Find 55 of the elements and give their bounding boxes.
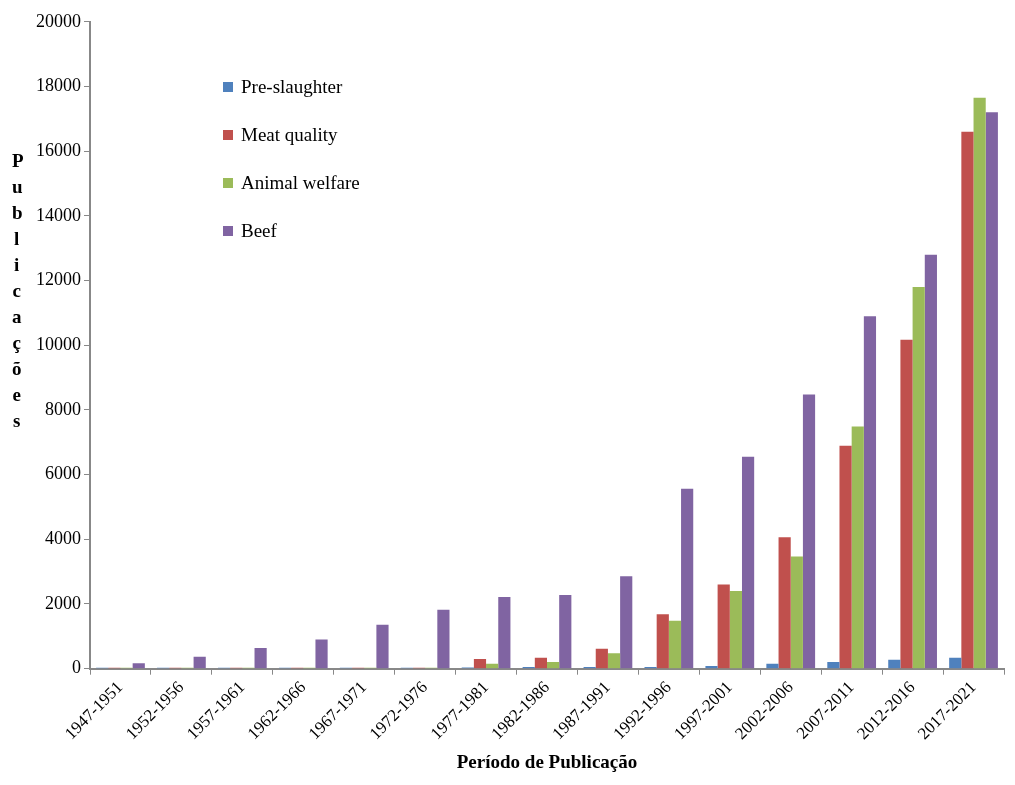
text: Publicações bbox=[12, 150, 24, 431]
bar bbox=[559, 594, 572, 669]
bar bbox=[547, 661, 560, 669]
bar bbox=[620, 576, 633, 669]
bar bbox=[802, 394, 816, 669]
bar bbox=[741, 456, 755, 669]
bar bbox=[437, 609, 450, 669]
bar bbox=[985, 112, 998, 669]
x-axis-title: Período de Publicação bbox=[456, 750, 638, 772]
y-tick-label: 20000 bbox=[36, 10, 81, 31]
bar bbox=[473, 658, 487, 669]
bar bbox=[729, 591, 742, 669]
bar bbox=[973, 97, 986, 669]
bar bbox=[888, 659, 901, 669]
bar bbox=[839, 445, 852, 669]
bar bbox=[961, 131, 974, 669]
bar bbox=[766, 663, 779, 669]
bar bbox=[534, 657, 547, 669]
y-tick-label: 4000 bbox=[45, 528, 81, 549]
bar bbox=[681, 488, 694, 669]
y-tick-label: 6000 bbox=[45, 463, 81, 484]
bar bbox=[717, 584, 730, 669]
y-tick-label: 8000 bbox=[45, 398, 81, 419]
bar bbox=[132, 663, 145, 669]
bar bbox=[498, 596, 511, 669]
bar bbox=[376, 624, 389, 669]
y-tick-label: 2000 bbox=[45, 592, 81, 613]
bar bbox=[827, 661, 840, 669]
bar bbox=[607, 653, 621, 669]
bar bbox=[193, 656, 206, 669]
bar bbox=[656, 614, 669, 669]
bar bbox=[486, 663, 499, 669]
y-tick-label: 18000 bbox=[36, 75, 81, 96]
legend-label: Pre-slaughter bbox=[241, 76, 343, 98]
bar bbox=[900, 339, 913, 669]
bar bbox=[863, 316, 877, 669]
bar bbox=[668, 620, 682, 669]
bar bbox=[949, 657, 962, 669]
y-tick-label: 12000 bbox=[36, 269, 81, 290]
bar bbox=[851, 426, 864, 669]
bar bbox=[790, 556, 803, 669]
y-tick-label: 14000 bbox=[36, 204, 81, 225]
bar bbox=[254, 647, 267, 669]
bar bbox=[912, 287, 925, 669]
bar bbox=[595, 648, 608, 669]
bar bbox=[315, 639, 328, 669]
bar bbox=[778, 537, 791, 669]
legend-label: Beef bbox=[241, 220, 277, 242]
y-tick-label: 16000 bbox=[36, 139, 81, 160]
y-tick-label: 0 bbox=[72, 657, 81, 678]
legend-label: Meat quality bbox=[241, 124, 338, 146]
legend-label: Animal welfare bbox=[241, 172, 360, 194]
y-tick-label: 10000 bbox=[36, 333, 81, 354]
bar bbox=[924, 254, 937, 669]
bar bbox=[705, 666, 718, 669]
